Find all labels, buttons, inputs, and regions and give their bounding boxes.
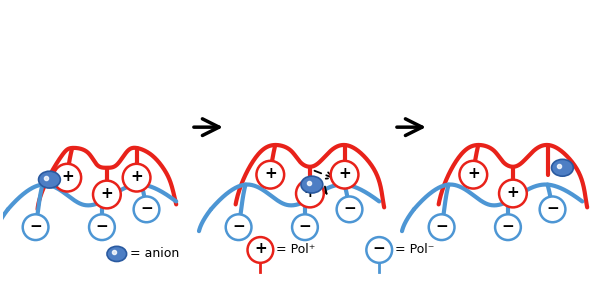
Text: −: − <box>502 219 514 234</box>
Circle shape <box>367 237 392 263</box>
Circle shape <box>226 214 251 240</box>
Circle shape <box>499 180 527 208</box>
Circle shape <box>123 164 151 191</box>
Ellipse shape <box>551 159 574 176</box>
Text: +: + <box>61 169 74 184</box>
Text: −: − <box>299 219 311 234</box>
Text: −: − <box>343 201 356 216</box>
Ellipse shape <box>107 246 127 261</box>
Circle shape <box>292 214 318 240</box>
Text: −: − <box>373 241 386 257</box>
Circle shape <box>248 237 273 263</box>
Text: +: + <box>101 186 113 201</box>
Circle shape <box>337 197 362 222</box>
Text: −: − <box>140 201 153 216</box>
Circle shape <box>460 161 487 189</box>
Ellipse shape <box>38 171 61 188</box>
Text: +: + <box>254 241 267 257</box>
Text: −: − <box>435 219 448 234</box>
Circle shape <box>256 161 284 189</box>
Text: −: − <box>29 219 42 234</box>
Circle shape <box>89 214 115 240</box>
Text: +: + <box>304 185 316 200</box>
Text: +: + <box>130 169 143 184</box>
Text: +: + <box>506 185 519 200</box>
Circle shape <box>53 164 81 191</box>
Circle shape <box>23 214 49 240</box>
Ellipse shape <box>301 176 323 193</box>
Text: = Pol⁻: = Pol⁻ <box>395 243 434 257</box>
Circle shape <box>93 181 121 208</box>
Text: +: + <box>467 166 479 181</box>
Text: −: − <box>232 219 245 234</box>
Text: +: + <box>338 166 351 181</box>
Text: = Pol⁺: = Pol⁺ <box>276 243 316 257</box>
Circle shape <box>539 197 565 222</box>
Circle shape <box>495 214 521 240</box>
Circle shape <box>331 161 358 189</box>
Circle shape <box>429 214 454 240</box>
Circle shape <box>134 197 160 222</box>
Text: −: − <box>546 201 559 216</box>
Text: −: − <box>95 219 109 234</box>
Circle shape <box>296 180 324 208</box>
Text: +: + <box>264 166 277 181</box>
Text: = anion: = anion <box>130 247 179 260</box>
